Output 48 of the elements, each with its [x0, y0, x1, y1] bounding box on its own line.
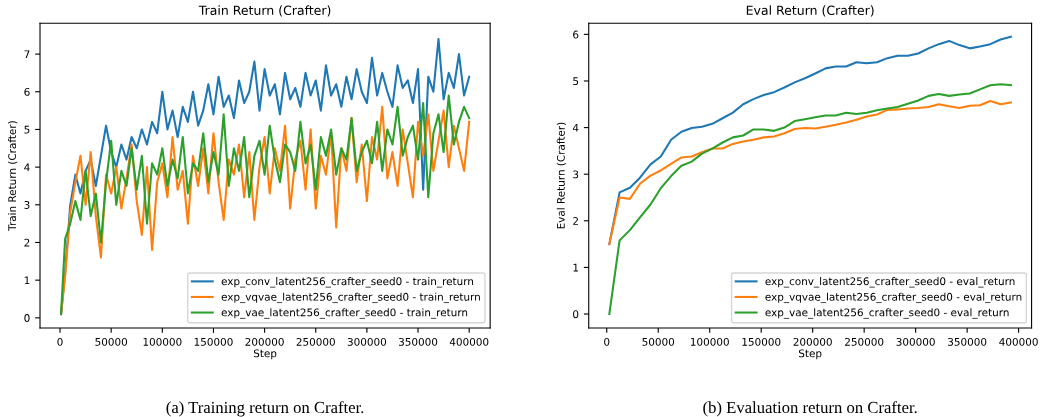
x-tick-label: 150000	[194, 337, 233, 346]
chart-title: Eval Return (Crafter)	[746, 5, 874, 17]
y-tick-label: 2	[573, 217, 578, 225]
y-tick-label: 3	[24, 201, 30, 209]
y-axis-title: Train Return (Crafter)	[8, 121, 18, 231]
x-tick-label: 400000	[999, 337, 1038, 346]
x-tick-label: 300000	[347, 337, 387, 346]
legend-label: exp_conv_latent256_crafter_seed0 - eval_return	[765, 277, 1015, 288]
x-tick-label: 300000	[896, 337, 935, 346]
legend-label: exp_vqvae_latent256_crafter_seed0 - eval_return	[765, 292, 1022, 304]
x-axis-title: Step	[798, 349, 822, 360]
y-axis-title: Eval Return (Crafter)	[556, 122, 567, 229]
x-tick-label: 150000	[742, 337, 781, 346]
x-tick-label: 100000	[690, 337, 729, 346]
legend-label: exp_vae_latent256_crafter_seed0 - eval_return	[765, 308, 1009, 319]
x-tick-label: 200000	[793, 337, 832, 346]
x-tick-label: 50000	[642, 337, 675, 346]
y-tick-label: 1	[573, 263, 579, 272]
x-tick-label: 0	[57, 337, 63, 346]
x-tick-label: 100000	[143, 337, 182, 346]
x-tick-label: 250000	[296, 337, 335, 346]
y-tick-label: 6	[573, 30, 579, 39]
y-tick-label: 6	[24, 87, 30, 96]
y-tick-label: 0	[24, 314, 30, 322]
x-tick-label: 50000	[95, 337, 128, 346]
x-tick-label: 350000	[398, 337, 438, 346]
y-tick-label: 2	[24, 238, 30, 247]
y-tick-label: 5	[24, 125, 30, 134]
line-series	[608, 99, 1012, 246]
y-tick-label: 5	[573, 77, 579, 86]
y-tick-label: 3	[573, 170, 579, 179]
x-tick-label: 400000	[449, 337, 489, 346]
legend-label: exp_vae_latent256_crafter_seed0 - train_return	[221, 308, 468, 319]
x-tick-label: 200000	[245, 337, 284, 346]
text: (a) Training return on Crafter.	[166, 401, 364, 417]
x-tick-label: 0	[604, 337, 610, 346]
x-tick-label: 350000	[948, 337, 987, 346]
legend-label: exp_vqvae_latent256_crafter_seed0 - train_return	[221, 292, 480, 304]
y-tick-label: 4	[572, 123, 579, 132]
text: (b) Evaluation return on Crafter.	[703, 401, 917, 417]
x-axis-title: Step	[253, 349, 277, 360]
y-tick-label: 7	[24, 50, 30, 59]
legend-label: exp_conv_latent256_crafter_seed0 - train_return	[221, 277, 474, 288]
chart-title: Train Return (Crafter)	[198, 5, 331, 17]
y-tick-label: 4	[24, 163, 30, 172]
x-tick-label: 250000	[845, 337, 884, 346]
y-tick-label: 1	[24, 276, 30, 285]
y-tick-label: 0	[573, 310, 579, 319]
